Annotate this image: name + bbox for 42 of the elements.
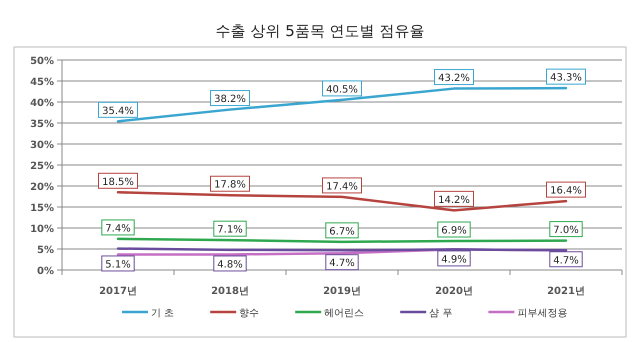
x-tick-label: 2017년 xyxy=(99,286,137,297)
data-label: 40.5% xyxy=(326,84,358,96)
x-tick-label: 2021년 xyxy=(547,286,585,297)
y-tick-label: 10% xyxy=(30,224,54,235)
y-tick-label: 15% xyxy=(30,203,54,214)
data-label: 7.1% xyxy=(217,224,243,236)
y-tick-label: 30% xyxy=(30,140,54,151)
x-tick-label: 2019년 xyxy=(323,286,361,297)
data-label: 4.7% xyxy=(329,258,355,270)
data-label: 17.4% xyxy=(326,181,358,192)
data-label: 18.5% xyxy=(102,176,134,188)
data-label: 4.7% xyxy=(553,255,579,266)
data-label: 43.3% xyxy=(550,72,582,84)
data-label: 43.2% xyxy=(438,73,470,84)
y-tick-label: 50% xyxy=(30,56,54,67)
legend-label: 피부세정용 xyxy=(517,308,568,319)
data-label: 5.1% xyxy=(105,259,131,270)
data-label: 7.0% xyxy=(553,225,579,236)
data-label: 4.8% xyxy=(217,259,243,270)
x-tick-label: 2020년 xyxy=(435,286,473,297)
data-label: 38.2% xyxy=(214,94,246,106)
y-tick-label: 20% xyxy=(30,182,54,193)
legend-label: 헤어린스 xyxy=(324,308,364,319)
data-label: 6.9% xyxy=(441,226,467,237)
y-tick-label: 0% xyxy=(37,266,54,277)
data-label: 7.4% xyxy=(105,223,131,234)
data-label: 17.8% xyxy=(214,180,246,191)
y-tick-label: 45% xyxy=(30,77,54,88)
y-tick-label: 35% xyxy=(30,119,54,130)
chart-title: 수출 상위 5품목 연도별 점유율 xyxy=(216,22,424,40)
data-label: 35.4% xyxy=(102,106,134,117)
legend-label: 기 초 xyxy=(151,308,174,319)
y-tick-label: 25% xyxy=(30,161,54,172)
y-tick-label: 5% xyxy=(37,245,54,256)
legend-label: 샴 푸 xyxy=(429,308,452,319)
data-label: 16.4% xyxy=(550,186,582,197)
data-label: 4.9% xyxy=(441,254,467,266)
data-label: 6.7% xyxy=(329,226,355,238)
legend-label: 향수 xyxy=(239,308,260,319)
y-tick-label: 40% xyxy=(30,98,54,109)
x-tick-label: 2018년 xyxy=(211,286,249,297)
data-label: 14.2% xyxy=(438,194,470,206)
